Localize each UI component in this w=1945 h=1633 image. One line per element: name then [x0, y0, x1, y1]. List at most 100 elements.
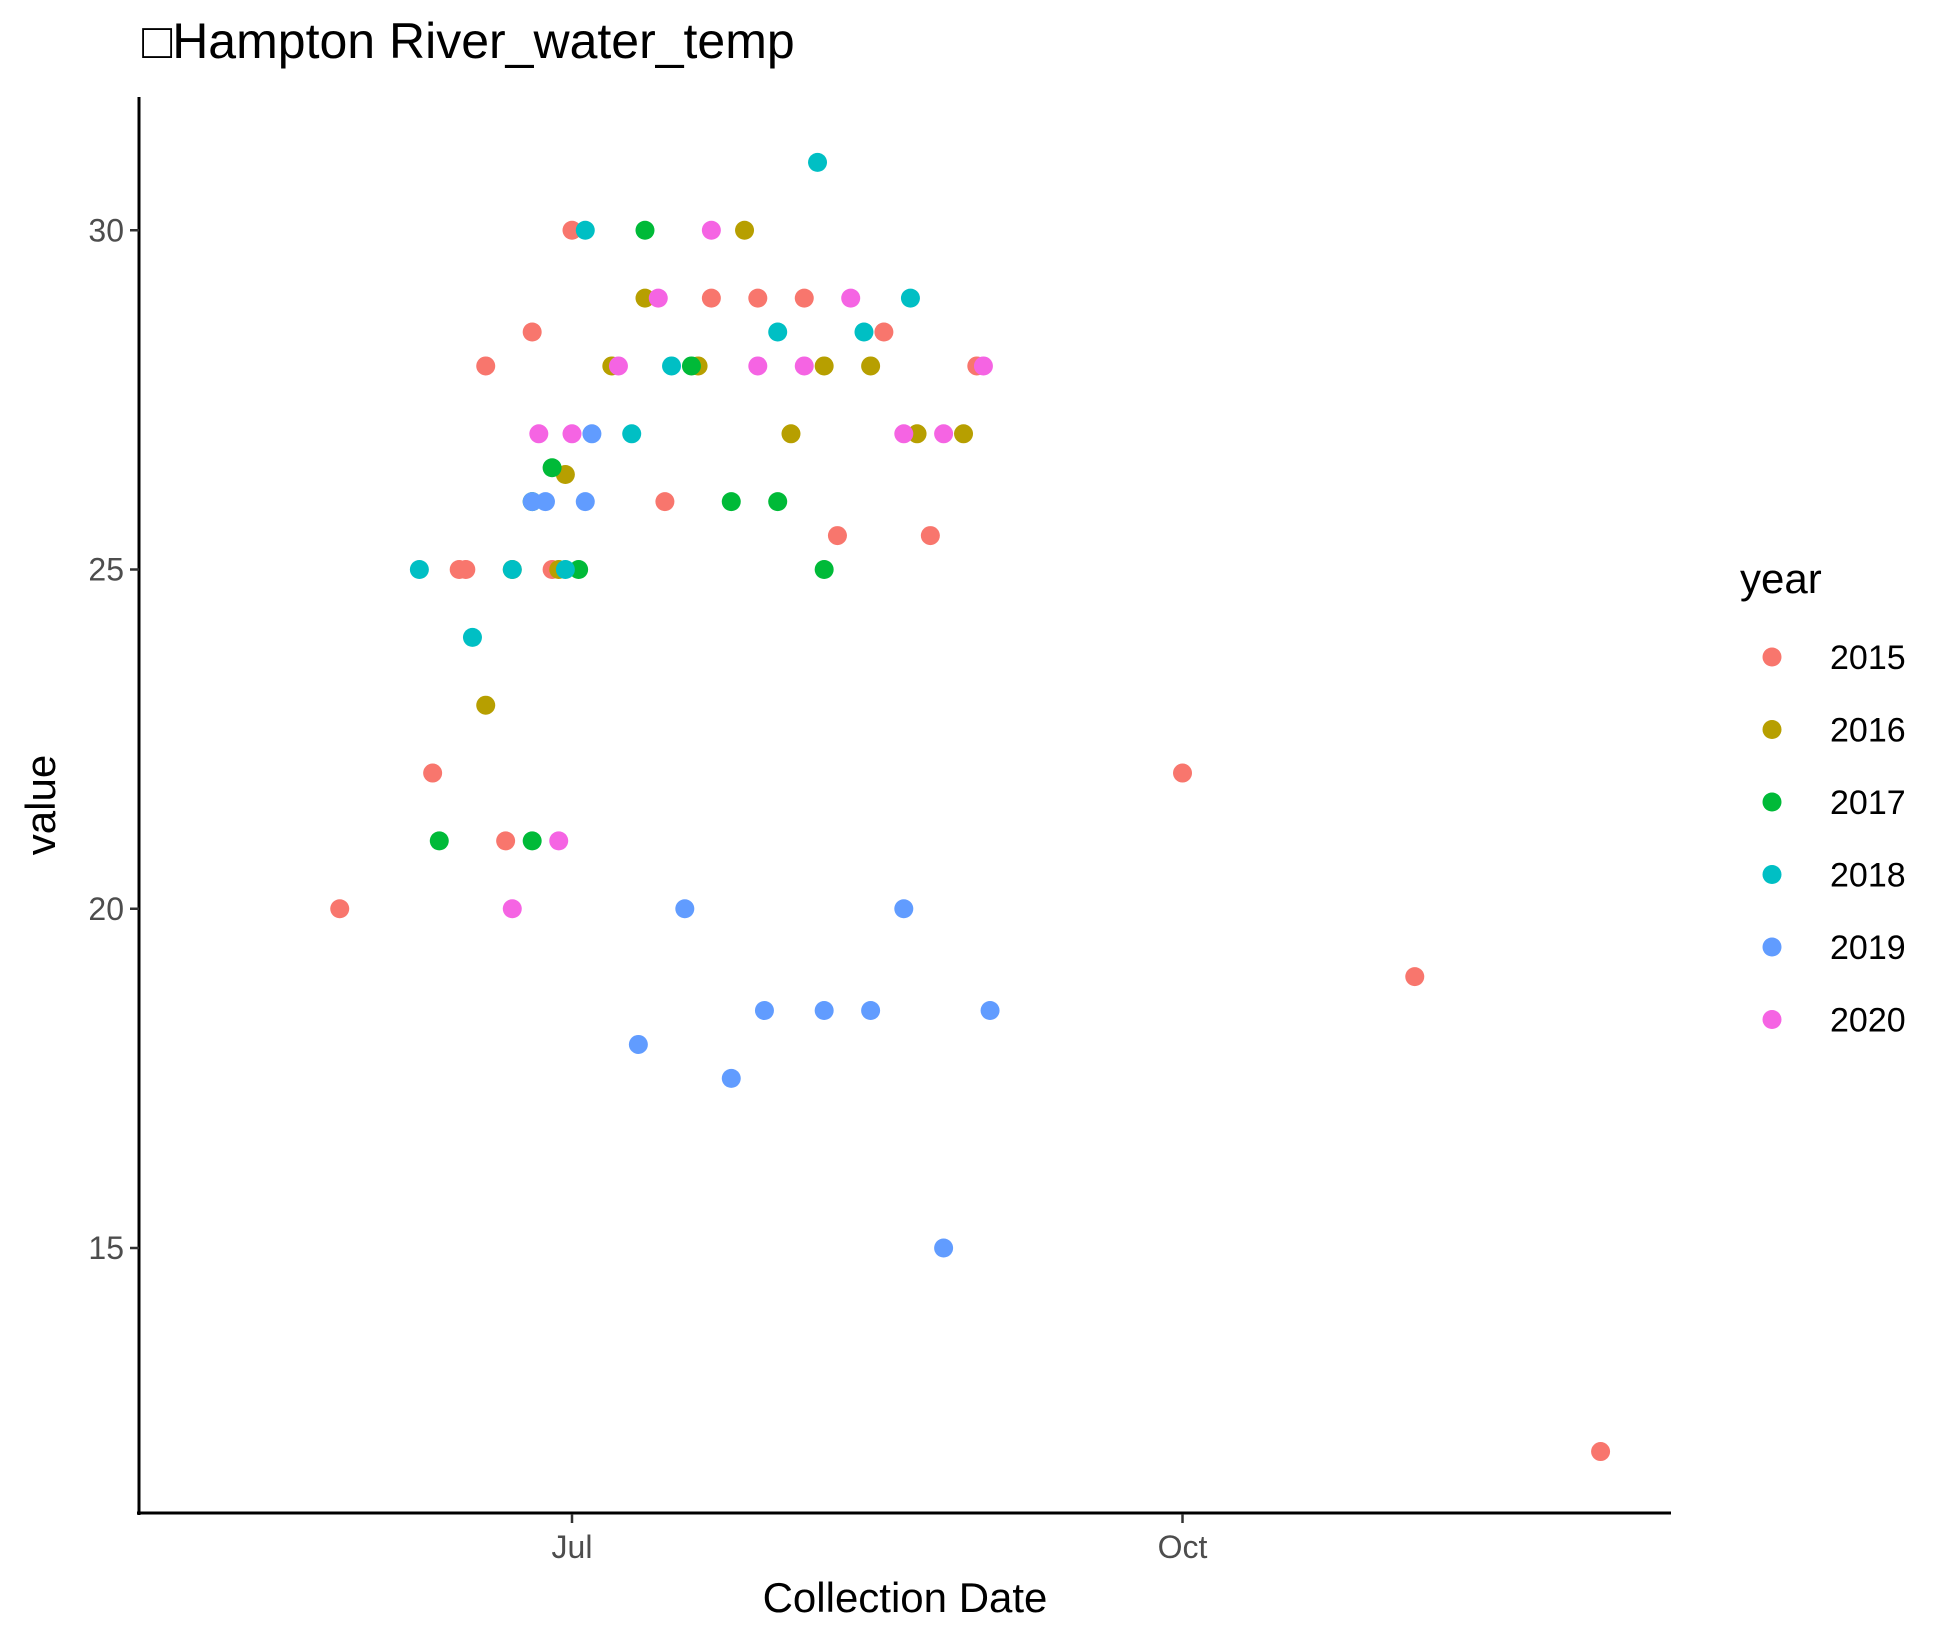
legend-label-2017: 2017: [1830, 784, 1906, 822]
data-point-2015: [794, 288, 814, 308]
data-point-2015: [1405, 967, 1425, 987]
legend-label-2016: 2016: [1830, 712, 1906, 750]
data-point-2015: [562, 220, 582, 240]
x-axis-title: Collection Date: [763, 1574, 1048, 1621]
data-point-2019: [894, 899, 914, 919]
data-point-2015: [330, 899, 350, 919]
data-point-2017: [522, 831, 542, 851]
x-tick-label: Oct: [1158, 1529, 1208, 1565]
data-point-2020: [608, 356, 628, 376]
data-point-2018: [768, 322, 788, 342]
legend: year 2015 2016 2017 2018 2019 2020: [1740, 555, 1906, 1040]
data-points: [330, 152, 1611, 1462]
data-point-2019: [980, 1001, 1000, 1021]
data-point-2016: [954, 424, 974, 444]
data-point-2015: [522, 322, 542, 342]
data-point-2015: [920, 526, 940, 546]
data-point-2020: [529, 424, 549, 444]
data-point-2016: [635, 288, 655, 308]
data-point-2018: [808, 152, 828, 172]
data-point-2015: [1173, 763, 1193, 783]
data-point-2020: [648, 288, 668, 308]
data-point-2019: [582, 424, 602, 444]
data-point-2017: [635, 220, 655, 240]
data-point-2019: [814, 1001, 834, 1021]
y-tick-label: 20: [88, 891, 124, 927]
data-point-2016: [814, 356, 834, 376]
data-point-2020: [934, 424, 954, 444]
data-point-2015: [701, 288, 721, 308]
data-point-2018: [502, 560, 522, 579]
data-point-2015: [874, 322, 894, 342]
data-point-2019: [522, 492, 542, 512]
legend-label-2018: 2018: [1830, 857, 1906, 895]
data-point-2015: [748, 288, 768, 308]
data-point-2020: [562, 424, 582, 444]
data-point-2017: [569, 560, 589, 579]
data-point-2015: [655, 492, 675, 512]
data-point-2015: [496, 831, 516, 851]
legend-label-2019: 2019: [1830, 929, 1906, 967]
data-point-2019: [934, 1238, 954, 1258]
data-point-2017: [681, 356, 701, 376]
y-axis-ticks: 15 20 25 30: [88, 212, 139, 1266]
data-point-2016: [735, 220, 755, 240]
data-point-2019: [754, 1001, 774, 1021]
legend-key-2020: [1762, 1010, 1782, 1029]
legend-label-2015: 2015: [1830, 639, 1906, 677]
x-axis-ticks: Jul Oct: [552, 1514, 1208, 1565]
data-point-2018: [462, 627, 482, 647]
data-point-2017: [768, 492, 788, 512]
legend-key-2015: [1762, 647, 1782, 667]
data-point-2019: [535, 492, 555, 512]
data-point-2015: [827, 526, 847, 546]
legend-key-2016: [1762, 720, 1782, 739]
data-point-2018: [555, 560, 575, 579]
data-point-2018: [900, 288, 920, 308]
legend-items: 2015 2016 2017 2018 2019 2020: [1762, 639, 1906, 1040]
data-point-2020: [748, 356, 768, 376]
data-point-2018: [622, 424, 642, 444]
data-point-2015: [456, 560, 476, 579]
data-point-2019: [675, 899, 695, 919]
data-point-2015: [1591, 1442, 1611, 1462]
data-point-2018: [854, 322, 874, 342]
data-point-2019: [721, 1068, 741, 1088]
legend-key-2019: [1762, 937, 1782, 957]
legend-title: year: [1740, 555, 1822, 602]
y-tick-label: 30: [88, 212, 124, 248]
legend-key-2018: [1762, 865, 1782, 884]
data-point-2015: [423, 763, 443, 783]
data-point-2017: [721, 492, 741, 512]
data-point-2017: [429, 831, 449, 851]
data-point-2016: [907, 424, 927, 444]
data-point-2019: [575, 492, 595, 512]
data-point-2016: [476, 695, 496, 715]
data-point-2015: [476, 356, 496, 376]
data-point-2020: [701, 220, 721, 240]
chart-title: □Hampton River_water_temp: [142, 13, 795, 69]
data-point-2020: [841, 288, 861, 308]
y-axis-title: value: [17, 755, 64, 855]
data-point-2020: [973, 356, 993, 376]
data-point-2018: [409, 560, 429, 579]
x-tick-label: Jul: [552, 1529, 593, 1565]
data-point-2017: [542, 458, 562, 478]
data-point-2020: [502, 899, 522, 919]
plot-area: 15 20 25 30 Jul Oct: [88, 97, 1671, 1565]
data-point-2016: [781, 424, 801, 444]
data-point-2016: [861, 356, 881, 376]
data-point-2020: [894, 424, 914, 444]
data-point-2019: [628, 1034, 648, 1054]
y-tick-label: 25: [88, 552, 124, 588]
y-tick-label: 15: [88, 1230, 124, 1266]
legend-key-2017: [1762, 792, 1782, 812]
data-point-2020: [794, 356, 814, 376]
data-point-2017: [814, 560, 834, 579]
data-point-2020: [549, 831, 569, 851]
legend-label-2020: 2020: [1830, 1002, 1906, 1040]
data-point-2019: [861, 1001, 881, 1021]
data-point-2018: [662, 356, 682, 376]
data-point-2018: [575, 220, 595, 240]
